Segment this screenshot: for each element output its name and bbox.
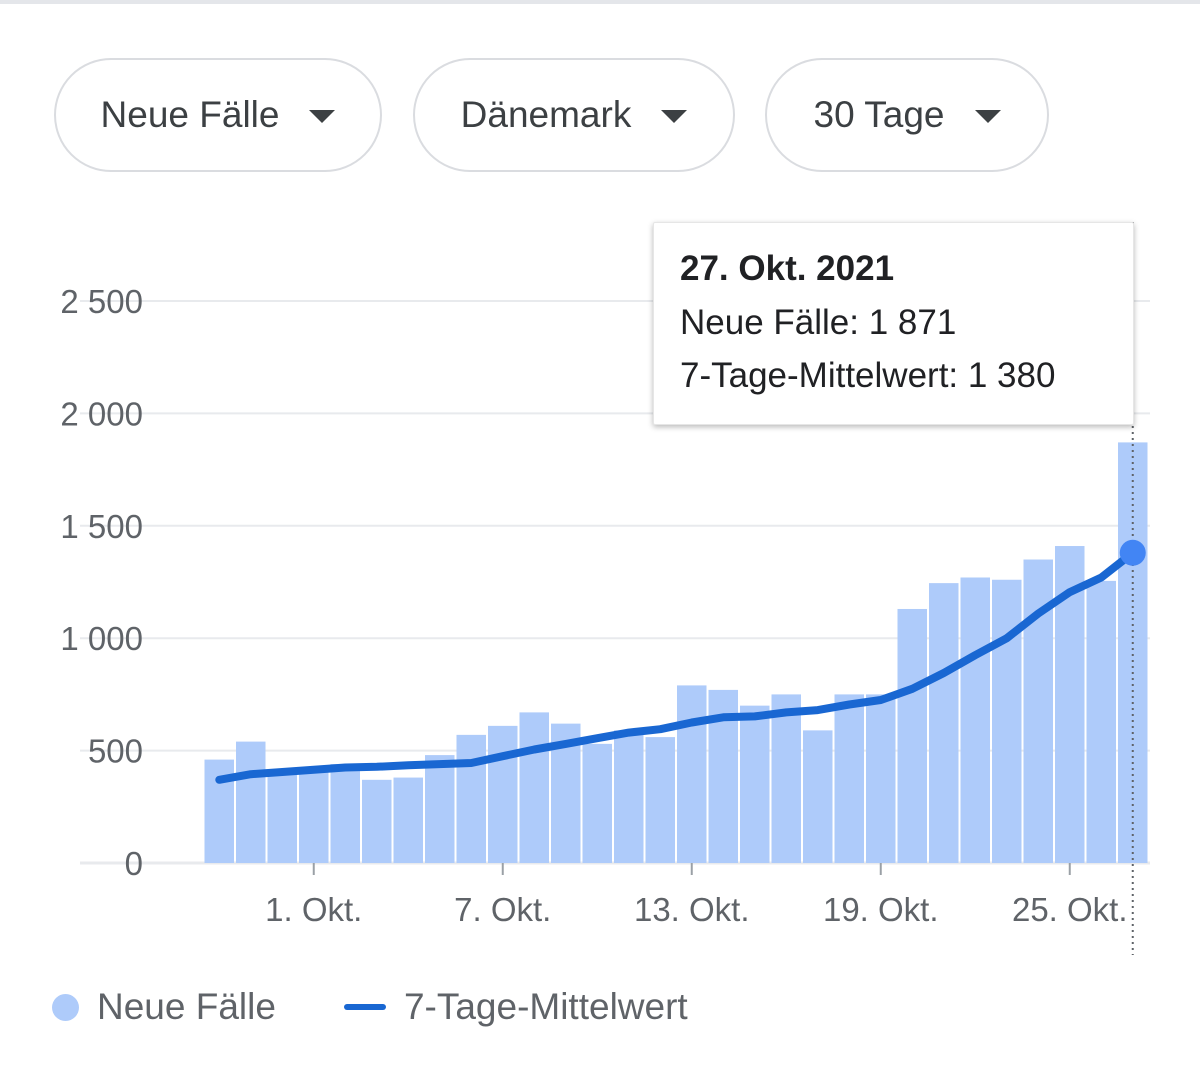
top-divider [0,0,1200,4]
metric-dropdown-label: Neue Fälle [100,94,280,135]
x-tick-label: 13. Okt. [634,891,750,928]
tooltip-average: 7-Tage-Mittelwert: 1 380 [680,356,1056,395]
period-dropdown-label: 30 Tage [813,94,945,135]
country-dropdown[interactable]: Dänemark [413,58,735,172]
legend-label-average: 7-Tage-Mittelwert [403,986,688,1027]
tooltip-cases: Neue Fälle: 1 871 [680,303,957,342]
case-bar[interactable] [803,730,833,863]
case-bar[interactable] [992,579,1022,863]
case-bar[interactable] [330,764,361,863]
case-bar[interactable] [645,737,676,863]
chevron-down-icon [974,109,1001,123]
y-tick-label: 1 000 [60,620,143,657]
average-line-series[interactable] [215,222,1146,955]
case-bar[interactable] [236,741,266,863]
tooltip-date: 27. Okt. 2021 [680,249,895,288]
filter-row: Neue Fälle Dänemark 30 Tage [0,0,1200,200]
bar-series[interactable] [204,442,1148,863]
y-tick-label: 0 [125,845,143,882]
case-bar[interactable] [834,694,865,863]
case-bar[interactable] [897,608,928,863]
case-bar[interactable] [740,705,770,863]
x-axis: 1. Okt. 7. Okt. 13. Okt. 19. Okt. 25. Okt. [265,863,1128,928]
average-line[interactable] [215,548,1137,784]
case-bar[interactable] [582,743,613,863]
case-bar[interactable] [519,712,550,863]
case-bar[interactable] [425,755,455,863]
y-tick-label: 2 500 [60,283,143,320]
case-bar[interactable] [299,768,329,863]
x-tick-label: 7. Okt. [454,891,551,928]
country-dropdown-label: Dänemark [460,94,632,135]
highlight-point[interactable] [1119,539,1146,566]
x-tick-label: 19. Okt. [823,891,939,928]
case-bar[interactable] [929,583,959,863]
legend-item-average[interactable]: 7-Tage-Mittelwert [343,986,688,1028]
case-bar[interactable] [771,694,802,863]
case-bar[interactable] [267,770,298,863]
case-bar[interactable] [614,730,644,863]
case-bar[interactable] [1086,580,1117,863]
chart-legend: Neue Fälle 7-Tage-Mittelwert [52,982,688,1032]
case-bar[interactable] [488,725,518,863]
x-tick-label: 1. Okt. [265,891,362,928]
chevron-down-icon [661,109,688,123]
case-bar[interactable] [677,685,707,863]
case-bar[interactable] [362,779,392,863]
y-tick-label: 2 000 [60,395,143,432]
y-tick-label: 1 500 [60,508,143,545]
period-dropdown[interactable]: 30 Tage [765,58,1049,172]
metric-dropdown[interactable]: Neue Fälle [54,58,382,172]
case-bar[interactable] [866,694,896,863]
legend-label-cases: Neue Fälle [97,986,276,1027]
legend-item-cases[interactable]: Neue Fälle [52,986,276,1028]
chevron-down-icon [309,109,336,123]
case-bar[interactable] [960,577,991,863]
y-axis: 0 500 1 000 1 500 2 000 2 500 [60,283,143,882]
x-tick-label: 25. Okt. [1012,891,1128,928]
y-tick-label: 500 [88,733,143,770]
legend-line-icon [343,1004,386,1010]
case-bar[interactable] [393,777,424,863]
case-bar[interactable] [456,734,487,863]
hover-tooltip: 27. Okt. 2021 Neue Fälle: 1 871 7-Tage-M… [653,222,1134,425]
legend-dot-icon [52,993,79,1021]
